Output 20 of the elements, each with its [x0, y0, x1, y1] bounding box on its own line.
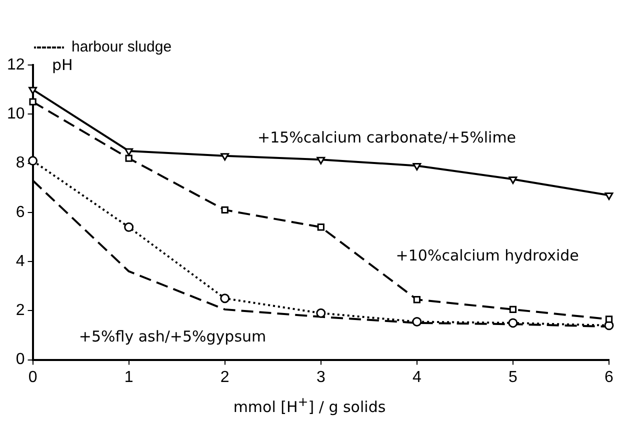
x-tick-label: 5 — [508, 368, 518, 386]
y-tick-label: 4 — [16, 252, 25, 270]
y-tick-label: 2 — [16, 302, 25, 320]
annotation: +15%calcium carbonate/+5%lime — [258, 128, 516, 147]
y-tick-label: 0 — [16, 351, 25, 368]
annotation: +10%calcium hydroxide — [396, 246, 579, 265]
x-tick-label: 0 — [28, 368, 38, 386]
y-tick-label: 12 — [7, 56, 25, 74]
x-tick-label: 6 — [604, 368, 614, 386]
x-tick-label: 1 — [124, 368, 134, 386]
y-tick-label: 10 — [7, 106, 25, 123]
y-axis-title: pH — [52, 56, 73, 74]
x-tick-label: 3 — [316, 368, 326, 386]
x-axis-title: mmol [H$^{+}$] / g solids — [232, 394, 387, 416]
annotation: +5%fly ash/+5%gypsum — [78, 328, 266, 346]
x-tick-label: 4 — [412, 368, 422, 386]
y-tick-label: 8 — [16, 154, 25, 172]
legend-label: harbour sludge — [72, 38, 172, 56]
x-tick-label: 2 — [220, 368, 230, 386]
y-tick-label: 6 — [16, 204, 25, 221]
